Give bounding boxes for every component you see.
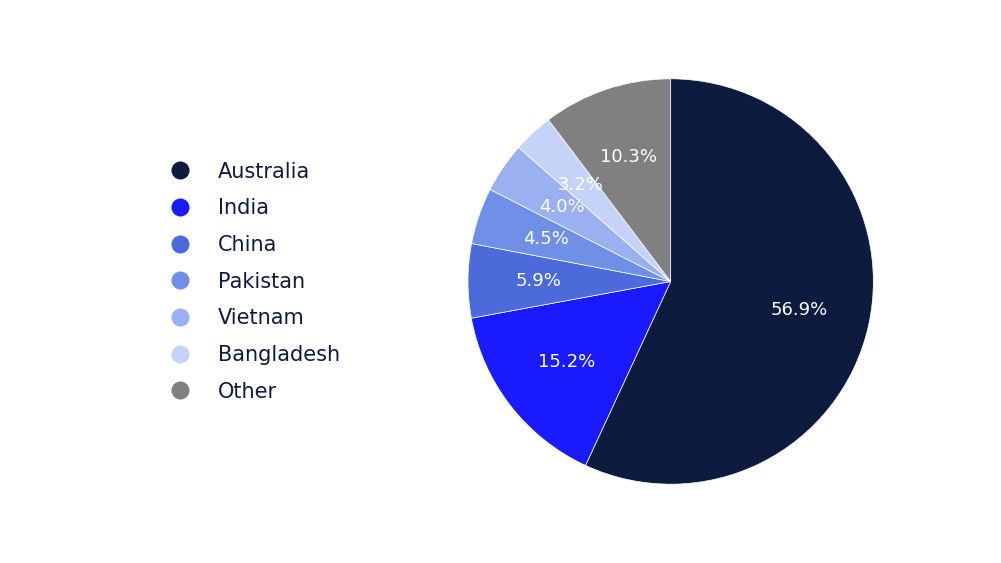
Wedge shape (468, 244, 671, 318)
Legend: Australia, India, China, Pakistan, Vietnam, Bangladesh, Other: Australia, India, China, Pakistan, Vietn… (149, 151, 350, 412)
Text: 56.9%: 56.9% (771, 301, 828, 319)
Wedge shape (471, 190, 671, 282)
Text: 3.2%: 3.2% (559, 176, 604, 194)
Text: 4.5%: 4.5% (524, 230, 569, 248)
Text: 15.2%: 15.2% (538, 353, 596, 371)
Text: 4.0%: 4.0% (539, 198, 585, 216)
Text: 10.3%: 10.3% (601, 148, 658, 166)
Wedge shape (519, 120, 671, 282)
Wedge shape (490, 148, 671, 282)
Wedge shape (549, 79, 671, 282)
Text: 5.9%: 5.9% (516, 272, 562, 290)
Wedge shape (471, 282, 671, 466)
Wedge shape (586, 79, 873, 484)
